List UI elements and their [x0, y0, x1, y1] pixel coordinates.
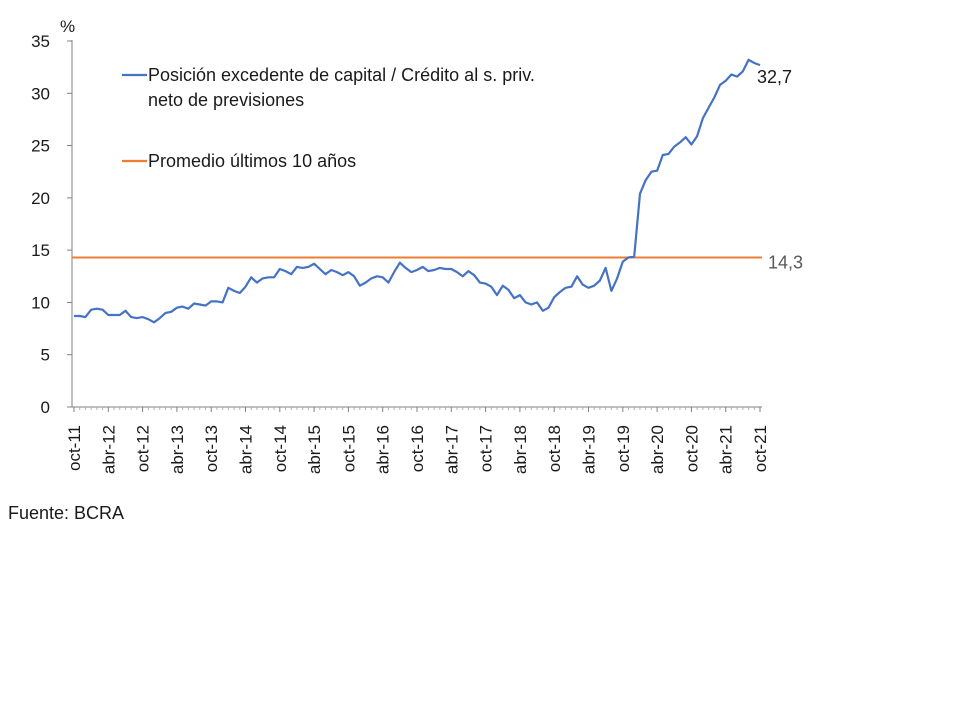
y-tick-label: 10 [31, 293, 50, 312]
x-tick-label: oct-18 [545, 425, 564, 472]
x-tick-label: abr-21 [717, 425, 736, 474]
x-tick-label: oct-15 [339, 425, 358, 472]
x-tick-label: abr-20 [648, 425, 667, 474]
x-tick-label: abr-17 [442, 425, 461, 474]
x-tick-label: abr-13 [168, 425, 187, 474]
end-labels: 32,7 14,3 [757, 67, 803, 272]
capital-ratio-line [74, 58, 761, 324]
x-tick-label: oct-14 [271, 425, 290, 472]
series-lines [72, 58, 762, 324]
y-tick-label: 30 [31, 84, 50, 103]
x-tick-label: abr-18 [511, 425, 530, 474]
axes: 0 5 10 15 20 25 30 35% oct-11 abr-12 oct-12 abr-13 o… [31, 17, 770, 474]
x-tick-label: oct-21 [751, 425, 770, 472]
x-tick-label: oct-16 [408, 425, 427, 472]
y-tick-label: 15 [31, 241, 50, 260]
legend-label-capital-ratio: Posición excedente de capital / Crédito … [148, 65, 535, 85]
x-tick-label: abr-15 [305, 425, 324, 474]
x-tick-label: oct-11 [65, 425, 84, 471]
y-tick-label: 0 [41, 398, 50, 417]
x-tick-label: abr-16 [374, 425, 393, 474]
end-label-capital-ratio: 32,7 [757, 67, 792, 87]
x-tick-label: oct-19 [614, 425, 633, 472]
y-tick-label: 35 [31, 32, 50, 51]
x-tick-label: oct-12 [134, 425, 153, 472]
legend-label-capital-ratio: neto de previsiones [148, 90, 304, 110]
source-note: Fuente: BCRA [8, 503, 125, 523]
y-tick-label: 5 [41, 346, 50, 365]
x-tick-label: oct-17 [477, 425, 496, 472]
legend-label-average: Promedio últimos 10 años [148, 151, 356, 171]
x-tick-label: oct-13 [202, 425, 221, 472]
x-tick-label: oct-20 [682, 425, 701, 472]
y-tick-label: 20 [31, 189, 50, 208]
legend: Posición excedente de capital / Crédito … [122, 65, 535, 171]
y-axis-unit: % [60, 17, 75, 36]
x-tick-label: abr-14 [237, 425, 256, 474]
x-tick-label: abr-19 [580, 425, 599, 474]
y-tick-label: 25 [31, 137, 50, 156]
end-label-average: 14,3 [768, 252, 803, 272]
x-tick-label: abr-12 [99, 425, 118, 474]
